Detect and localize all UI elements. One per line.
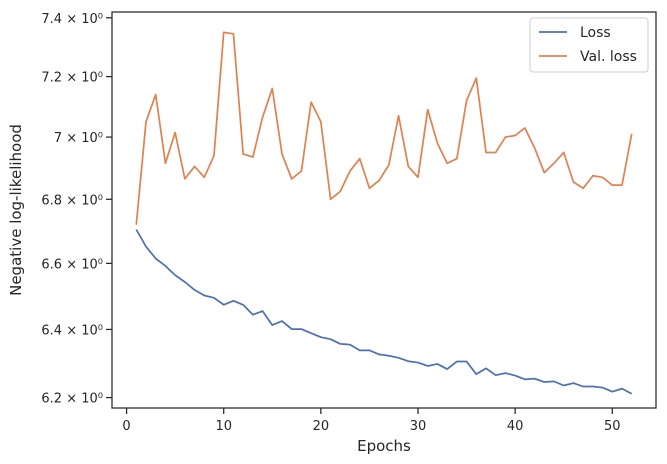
series-line-val-loss bbox=[135, 31, 633, 225]
y-tick-label: 6.8 × 10⁰ bbox=[41, 193, 103, 208]
x-tick-label: 40 bbox=[507, 419, 524, 434]
y-tick-label: 7.4 × 10⁰ bbox=[41, 12, 103, 27]
x-tick-label: 50 bbox=[604, 419, 621, 434]
x-tick-label: 10 bbox=[215, 419, 232, 434]
y-tick-label: 6.4 × 10⁰ bbox=[41, 323, 103, 338]
y-tick-label: 6.6 × 10⁰ bbox=[41, 257, 103, 272]
y-tick-label: 6.2 × 10⁰ bbox=[41, 392, 103, 407]
x-axis-title: Epochs bbox=[357, 437, 411, 455]
legend-label-val-loss: Val. loss bbox=[580, 49, 637, 65]
series-layer bbox=[135, 31, 633, 395]
x-axis: 0 10 20 30 40 50 bbox=[122, 408, 621, 434]
x-tick-label: 20 bbox=[313, 419, 330, 434]
y-tick-label: 7.2 × 10⁰ bbox=[41, 71, 103, 86]
legend-label-loss: Loss bbox=[580, 25, 611, 41]
plot-frame bbox=[111, 11, 657, 409]
x-tick-label: 0 bbox=[122, 419, 130, 434]
y-tick-label: 7 × 10⁰ bbox=[54, 131, 103, 146]
legend: Loss Val. loss bbox=[529, 17, 649, 73]
series-line-loss bbox=[135, 229, 633, 395]
x-tick-label: 30 bbox=[410, 419, 427, 434]
y-axis: 6.2 × 10⁰ 6.4 × 10⁰ 6.6 × 10⁰ 6.8 × 10⁰ 7 × … bbox=[41, 12, 112, 407]
y-axis-title: Negative log-likelihood bbox=[7, 124, 25, 296]
